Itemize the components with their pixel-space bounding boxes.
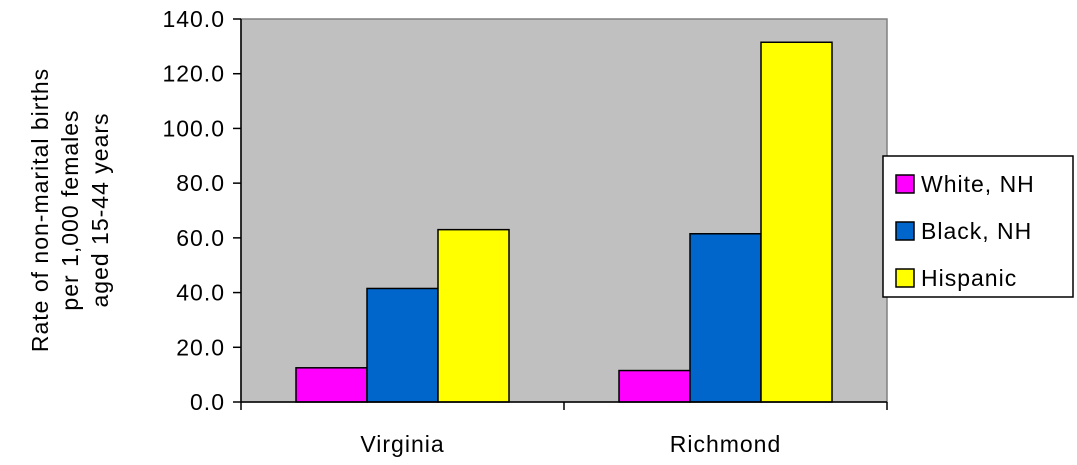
legend-swatch [895,268,915,288]
y-tick-label: 140.0 [162,6,225,32]
x-categories: Virginia Richmond [240,402,888,457]
y-axis-title: Rate of non-marital births per 1,000 fem… [27,68,113,352]
y-axis-title-line-2: per 1,000 females [57,109,83,310]
y-tick-label: 40.0 [176,280,225,306]
y-axis-title-line-1: Rate of non-marital births [27,68,53,352]
bar-virginia-white-nh [295,367,368,403]
legend-label: Hispanic [921,265,1017,291]
bar-virginia-black-nh [366,287,439,403]
y-tick-label: 80.0 [176,170,225,196]
legend: White, NH Black, NH Hispanic [882,155,1074,298]
y-tick-label: 0.0 [190,389,225,415]
x-category-label: Richmond [670,431,782,457]
y-tick-label: 20.0 [176,334,225,360]
y-ticks: 0.0 20.0 40.0 60.0 80.0 100.0 120.0 140.0 [162,6,241,415]
y-tick-label: 120.0 [162,61,225,87]
legend-swatch [895,221,915,241]
x-category-label: Virginia [360,431,444,457]
y-axis-title-line-3: aged 15-44 years [87,112,113,307]
bars [295,41,833,403]
bar-richmond-hispanic [760,41,833,403]
bar-richmond-black-nh [689,233,762,403]
bar-virginia-hispanic [437,228,510,403]
legend-label: Black, NH [921,218,1032,244]
bar-richmond-white-nh [618,369,691,403]
legend-label: White, NH [921,171,1035,197]
y-tick-label: 100.0 [162,115,225,141]
legend-swatch [895,174,915,194]
y-tick-label: 60.0 [176,225,225,251]
